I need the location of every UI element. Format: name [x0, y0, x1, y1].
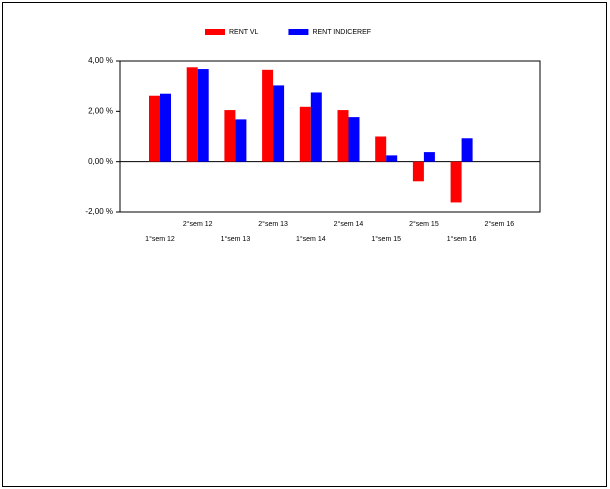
bar — [186, 67, 198, 162]
x-tick-label: 1°sem 16 — [447, 235, 477, 243]
x-tick-label: 1°sem 15 — [371, 235, 401, 243]
y-tick-label: 0,00 % — [88, 157, 113, 166]
y-tick-label: -2,00 % — [85, 207, 113, 216]
x-tick-label: 1°sem 14 — [296, 235, 326, 243]
bar — [149, 95, 160, 162]
bar — [262, 69, 274, 162]
bar — [375, 136, 387, 162]
legend-label: RENT INDICEREF — [312, 29, 371, 36]
bar — [348, 117, 360, 162]
bar — [235, 119, 247, 162]
bar — [337, 110, 349, 162]
bar — [386, 155, 398, 162]
bar — [310, 92, 322, 162]
bar — [450, 161, 462, 203]
x-tick-label: 2°sem 15 — [409, 220, 439, 228]
legend-swatch — [205, 29, 225, 35]
bar — [224, 110, 236, 162]
plot-area — [119, 60, 541, 213]
bar — [423, 152, 435, 162]
bar — [160, 93, 171, 162]
bar — [299, 106, 311, 162]
legend: RENT VL RENT INDICEREF — [205, 29, 371, 36]
y-tick-label: 2,00 % — [88, 106, 113, 115]
x-tick-label: 1°sem 13 — [221, 235, 251, 243]
x-tick-label: 2°sem 16 — [484, 220, 514, 228]
x-tick-label: 2°sem 12 — [183, 220, 213, 228]
y-tick-label: 4,00 % — [88, 56, 113, 65]
legend-label: RENT VL — [229, 29, 259, 36]
x-tick-label: 2°sem 13 — [258, 220, 288, 228]
bar — [273, 85, 285, 162]
bar — [412, 161, 424, 182]
bar — [197, 69, 209, 162]
bar — [461, 138, 473, 162]
x-tick-label: 2°sem 14 — [334, 220, 364, 228]
legend-swatch — [288, 29, 309, 35]
x-tick-label: 1°sem 12 — [145, 235, 175, 243]
